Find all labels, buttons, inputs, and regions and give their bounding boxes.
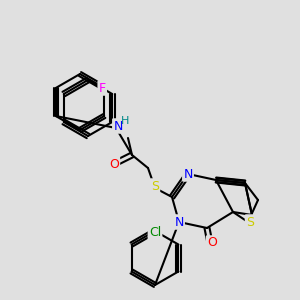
Text: O: O [109, 158, 119, 170]
Text: Cl: Cl [149, 226, 161, 239]
Text: O: O [207, 236, 217, 250]
Text: S: S [151, 179, 159, 193]
Text: H: H [121, 116, 129, 126]
Text: F: F [99, 82, 106, 94]
Text: N: N [183, 167, 193, 181]
Text: N: N [174, 215, 184, 229]
Text: N: N [113, 119, 123, 133]
Text: S: S [246, 215, 254, 229]
